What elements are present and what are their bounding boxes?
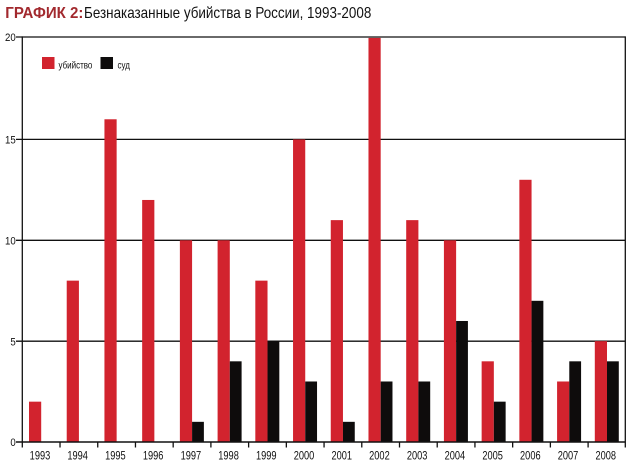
svg-text:1993: 1993 [30, 450, 51, 463]
svg-text:1994: 1994 [67, 450, 88, 463]
svg-text:суд: суд [118, 60, 131, 71]
svg-text:20: 20 [5, 31, 16, 44]
svg-text:15: 15 [5, 134, 16, 147]
svg-text:2004: 2004 [445, 450, 466, 463]
svg-text:убийство: убийство [59, 60, 93, 71]
svg-text:2002: 2002 [369, 450, 390, 463]
svg-text:2001: 2001 [331, 450, 352, 463]
svg-text:1996: 1996 [143, 450, 164, 463]
svg-text:10: 10 [5, 235, 16, 248]
svg-text:2008: 2008 [595, 450, 616, 463]
svg-text:ГРАФИК 2:: ГРАФИК 2: [5, 5, 83, 23]
svg-text:Безнаказанные убийства в Росси: Безнаказанные убийства в России, 1993-20… [84, 5, 371, 22]
svg-text:0: 0 [10, 436, 15, 449]
svg-text:2006: 2006 [520, 450, 541, 463]
svg-text:2000: 2000 [294, 450, 315, 463]
svg-text:2005: 2005 [482, 450, 503, 463]
svg-text:1998: 1998 [218, 450, 239, 463]
svg-text:5: 5 [10, 336, 15, 349]
svg-text:2003: 2003 [407, 450, 428, 463]
svg-text:1995: 1995 [105, 450, 126, 463]
svg-text:2007: 2007 [558, 450, 579, 463]
svg-text:1997: 1997 [181, 450, 202, 463]
svg-text:1999: 1999 [256, 450, 277, 463]
